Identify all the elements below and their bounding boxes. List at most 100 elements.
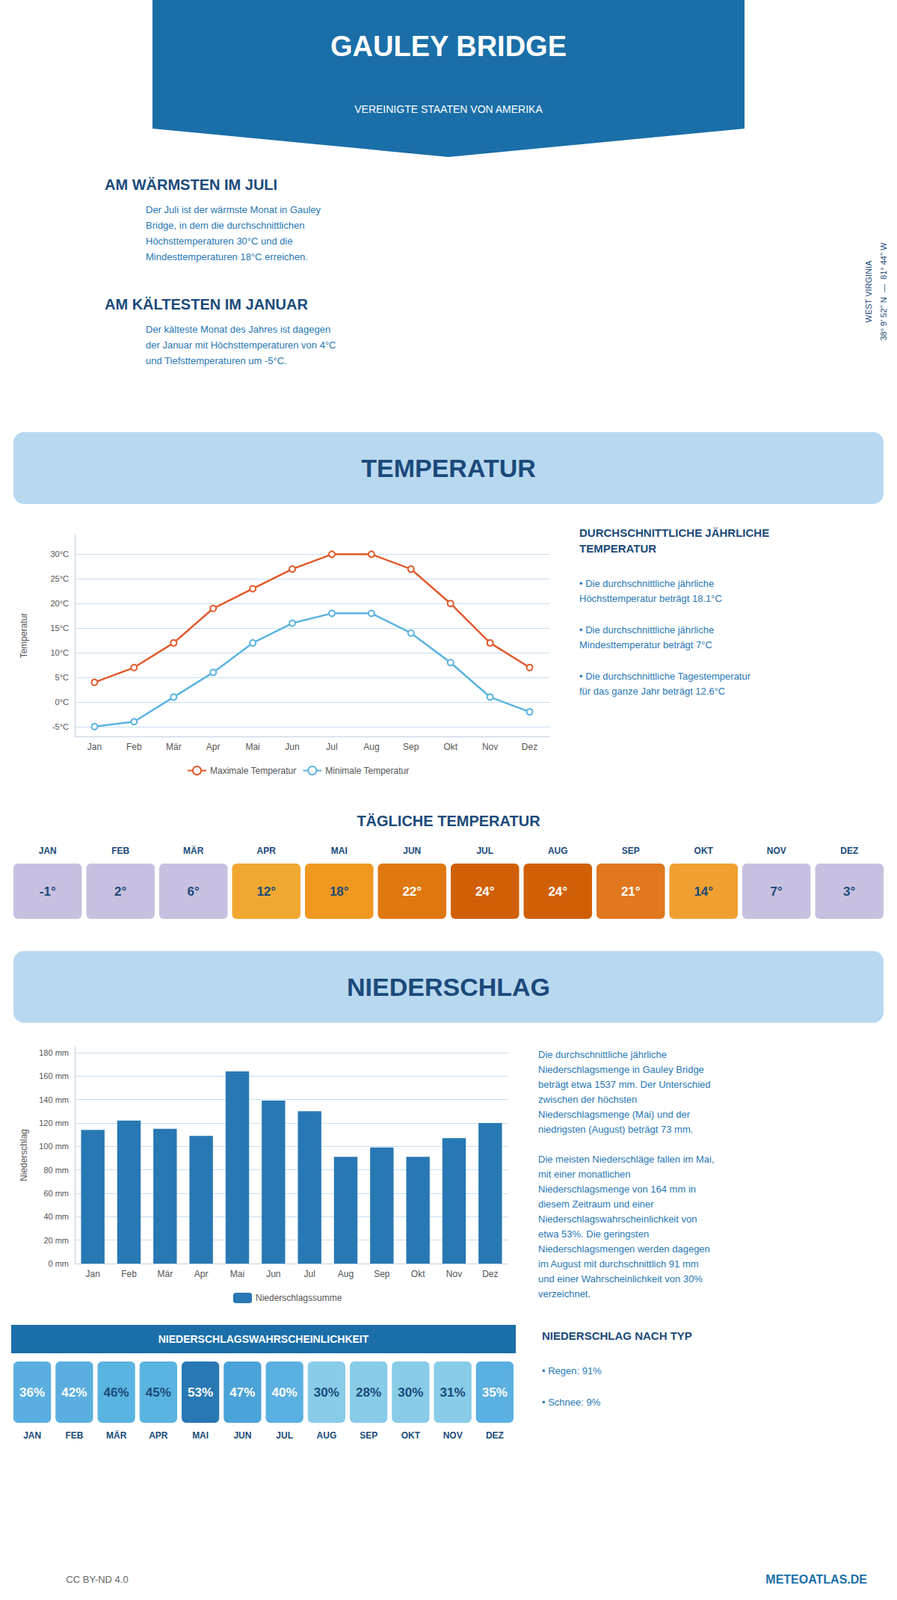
svg-text:MÄR: MÄR bbox=[183, 844, 205, 856]
svg-text:DEZ: DEZ bbox=[840, 845, 859, 856]
svg-text:Nov: Nov bbox=[482, 741, 498, 752]
svg-text:TÄGLICHE TEMPERATUR: TÄGLICHE TEMPERATUR bbox=[356, 812, 541, 829]
svg-text:Niederschlagsmenge in Gauley B: Niederschlagsmenge in Gauley Bridge bbox=[538, 1063, 705, 1075]
svg-text:APR: APR bbox=[148, 1429, 169, 1441]
svg-text:Niederschlag: Niederschlag bbox=[18, 1128, 30, 1182]
svg-text:FEB: FEB bbox=[111, 845, 130, 856]
svg-text:Apr: Apr bbox=[194, 1268, 209, 1279]
svg-text:Dez: Dez bbox=[482, 1268, 498, 1279]
svg-text:100 mm: 100 mm bbox=[38, 1141, 69, 1151]
svg-text:Okt: Okt bbox=[411, 1268, 426, 1279]
svg-text:20°C: 20°C bbox=[50, 598, 69, 608]
svg-text:CC BY-ND 4.0: CC BY-ND 4.0 bbox=[65, 1573, 128, 1585]
svg-text:120 mm: 120 mm bbox=[38, 1118, 69, 1128]
svg-text:40%: 40% bbox=[272, 1385, 298, 1400]
svg-text:24°: 24° bbox=[475, 884, 495, 899]
svg-text:Aug: Aug bbox=[337, 1268, 354, 1279]
svg-text:TEMPERATUR: TEMPERATUR bbox=[579, 541, 657, 555]
svg-text:OKT: OKT bbox=[401, 1429, 421, 1441]
svg-text:etwa 53%. Die geringsten: etwa 53%. Die geringsten bbox=[538, 1228, 649, 1240]
svg-text:JUL: JUL bbox=[275, 1429, 294, 1441]
svg-text:• Die durchschnittliche jährli: • Die durchschnittliche jährliche bbox=[579, 624, 714, 636]
svg-text:NIEDERSCHLAG NACH TYP: NIEDERSCHLAG NACH TYP bbox=[541, 1329, 693, 1342]
svg-text:20 mm: 20 mm bbox=[43, 1235, 69, 1245]
svg-text:Jun: Jun bbox=[266, 1268, 281, 1279]
svg-text:MÄR: MÄR bbox=[106, 1429, 128, 1441]
svg-text:0°C: 0°C bbox=[55, 697, 70, 707]
svg-text:Mär: Mär bbox=[156, 1268, 173, 1279]
svg-text:Jan: Jan bbox=[87, 741, 102, 752]
svg-text:SEP: SEP bbox=[621, 845, 640, 856]
svg-text:AM KÄLTESTEN IM JANUAR: AM KÄLTESTEN IM JANUAR bbox=[104, 296, 308, 313]
svg-text:niedrigsten (August) beträgt 7: niedrigsten (August) beträgt 73 mm. bbox=[538, 1123, 693, 1135]
svg-text:SEP: SEP bbox=[359, 1429, 378, 1441]
svg-text:12°: 12° bbox=[256, 884, 276, 899]
svg-text:28%: 28% bbox=[355, 1385, 382, 1400]
svg-text:NOV: NOV bbox=[766, 845, 787, 856]
svg-text:JAN: JAN bbox=[38, 845, 57, 856]
svg-text:METEOATLAS.DE: METEOATLAS.DE bbox=[765, 1572, 868, 1586]
svg-text:5°C: 5°C bbox=[55, 672, 70, 682]
svg-text:21°: 21° bbox=[621, 884, 641, 899]
svg-text:JUN: JUN bbox=[233, 1429, 252, 1441]
svg-text:VEREINIGTE STAATEN VON AMERIKA: VEREINIGTE STAATEN VON AMERIKA bbox=[354, 103, 543, 116]
svg-text:7°: 7° bbox=[770, 884, 783, 899]
svg-text:40 mm: 40 mm bbox=[43, 1211, 69, 1221]
svg-text:zwischen der höchsten: zwischen der höchsten bbox=[538, 1093, 637, 1105]
svg-text:45%: 45% bbox=[145, 1385, 172, 1400]
svg-text:JUN: JUN bbox=[402, 845, 421, 856]
svg-text:30%: 30% bbox=[397, 1385, 424, 1400]
svg-text:Der Juli ist der wärmste Monat: Der Juli ist der wärmste Monat in Gauley bbox=[145, 204, 322, 216]
svg-text:46%: 46% bbox=[103, 1385, 130, 1400]
svg-text:NIEDERSCHLAGSWAHRSCHEINLICHKEI: NIEDERSCHLAGSWAHRSCHEINLICHKEIT bbox=[158, 1332, 370, 1345]
svg-text:160 mm: 160 mm bbox=[38, 1071, 69, 1081]
svg-text:AUG: AUG bbox=[316, 1429, 338, 1441]
svg-text:Die meisten Niederschläge fall: Die meisten Niederschläge fallen im Mai, bbox=[538, 1153, 715, 1165]
svg-text:0 mm: 0 mm bbox=[48, 1258, 70, 1268]
svg-text:53%: 53% bbox=[187, 1385, 214, 1400]
svg-text:diesem Zeitraum und einer: diesem Zeitraum und einer bbox=[538, 1198, 655, 1210]
svg-text:NOV: NOV bbox=[443, 1429, 463, 1441]
svg-text:14°: 14° bbox=[693, 884, 714, 899]
svg-text:-5°C: -5°C bbox=[52, 722, 69, 732]
svg-text:42%: 42% bbox=[61, 1385, 87, 1400]
svg-text:mit einer monatlichen: mit einer monatlichen bbox=[538, 1168, 631, 1180]
svg-text:Temperatur: Temperatur bbox=[18, 612, 30, 659]
svg-text:Aug: Aug bbox=[363, 741, 379, 752]
svg-text:18°: 18° bbox=[329, 884, 350, 899]
svg-text:der Januar mit Höchsttemperatu: der Januar mit Höchsttemperaturen von 4°… bbox=[145, 339, 336, 351]
svg-text:Niederschlagssumme: Niederschlagssumme bbox=[255, 1292, 343, 1303]
svg-text:Maximale Temperatur: Maximale Temperatur bbox=[210, 765, 297, 776]
svg-text:• Die durchschnittliche Tagest: • Die durchschnittliche Tagestemperatur bbox=[579, 670, 752, 682]
svg-text:Mindesttemperaturen 18°C errei: Mindesttemperaturen 18°C erreichen. bbox=[145, 251, 308, 263]
svg-text:Jun: Jun bbox=[284, 741, 299, 752]
svg-text:Apr: Apr bbox=[206, 741, 221, 752]
svg-text:Minimale Temperatur: Minimale Temperatur bbox=[325, 765, 409, 776]
svg-text:30%: 30% bbox=[313, 1385, 340, 1400]
svg-text:Jan: Jan bbox=[85, 1268, 100, 1279]
svg-text:JAN: JAN bbox=[23, 1429, 42, 1441]
svg-text:24°: 24° bbox=[547, 884, 568, 899]
svg-text:AM WÄRMSTEN IM JULI: AM WÄRMSTEN IM JULI bbox=[104, 176, 278, 193]
svg-text:Jul: Jul bbox=[303, 1268, 315, 1279]
svg-text:Höchsttemperaturen 30°C und di: Höchsttemperaturen 30°C und die bbox=[145, 235, 294, 247]
svg-text:Sep: Sep bbox=[402, 741, 420, 752]
svg-text:35%: 35% bbox=[482, 1385, 508, 1400]
svg-text:3°: 3° bbox=[843, 884, 856, 899]
svg-text:60 mm: 60 mm bbox=[43, 1188, 69, 1198]
svg-text:Sep: Sep bbox=[373, 1268, 391, 1279]
svg-text:AUG: AUG bbox=[547, 845, 569, 856]
svg-text:Feb: Feb bbox=[121, 1268, 137, 1279]
svg-text:25°C: 25°C bbox=[50, 574, 69, 584]
svg-text:MAI: MAI bbox=[192, 1429, 209, 1441]
svg-text:38° 9' 52'' N — 81° 44'' W: 38° 9' 52'' N — 81° 44'' W bbox=[879, 242, 889, 341]
svg-text:WEST VIRGINIA: WEST VIRGINIA bbox=[864, 260, 874, 323]
svg-text:15°C: 15°C bbox=[50, 623, 69, 633]
svg-text:GAULEY BRIDGE: GAULEY BRIDGE bbox=[330, 30, 567, 63]
svg-text:beträgt etwa 1537 mm. Der Unte: beträgt etwa 1537 mm. Der Unterschied bbox=[538, 1078, 711, 1090]
svg-text:36%: 36% bbox=[19, 1385, 45, 1400]
svg-text:180 mm: 180 mm bbox=[38, 1047, 69, 1057]
svg-text:APR: APR bbox=[257, 845, 277, 856]
svg-text:10°C: 10°C bbox=[50, 648, 69, 658]
svg-text:80 mm: 80 mm bbox=[43, 1165, 69, 1175]
